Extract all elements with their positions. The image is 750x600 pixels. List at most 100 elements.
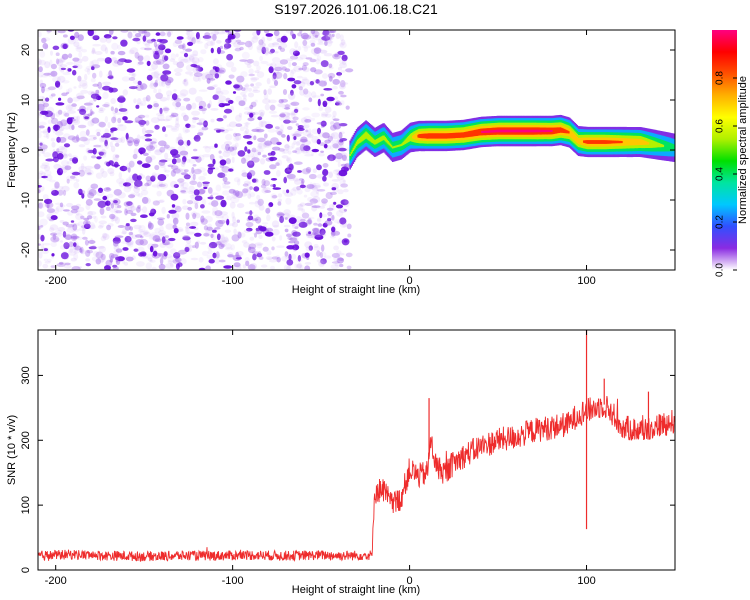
spectrogram-noise-cell [191,176,195,183]
spectrogram-noise-cell [338,131,345,135]
spectrogram-noise-cell [274,71,283,79]
spectrogram-noise-cell [118,108,128,112]
spectrogram-noise-cell [281,215,285,221]
spectrogram-noise-cell [336,102,343,106]
spectrogram-noise-cell [283,209,291,216]
spectrogram-noise-cell [219,235,225,240]
spectrogram-noise-cell [306,184,315,189]
spectrogram-noise-cell [276,159,283,166]
spectrogram-noise-cell [96,131,101,137]
spectrogram-noise-cell [163,55,169,61]
spectrogram-noise-cell [287,77,296,82]
spectrogram-noise-cell [91,155,97,159]
spectrogram-noise-cell [222,185,231,189]
spectrogram-noise-cell [237,263,242,268]
spectrogram-noise-cell [195,41,203,44]
spectrogram-noise-cell [143,55,151,62]
spectrogram-noise-cell [297,204,304,208]
spectrogram-noise-cell [71,171,81,176]
spectrogram-noise-cell [207,244,213,251]
spectrogram-noise-cell [128,204,135,212]
spectrogram-noise-cell [135,234,143,238]
spectrogram-noise-cell [233,41,241,48]
spectrogram-noise-cell [115,154,120,158]
spectrogram-noise-cell [295,123,299,126]
spectrogram-noise-cell [152,235,161,242]
spectrogram-noise-cell [47,119,54,125]
spectrogram-noise-cell [186,200,194,205]
spectrogram-noise-cell [249,192,256,198]
spectrogram-noise-cell [337,161,341,168]
spectrogram-noise-cell [309,39,316,45]
spectrogram-noise-cell [248,201,256,205]
spectrogram-noise-cell [107,167,115,175]
spectrogram-noise-cell [184,225,192,229]
spectrogram-noise-cell [134,52,140,59]
spectrogram-noise-cell [61,92,68,97]
spectrogram-noise-cell [38,211,45,218]
spectrogram-noise-cell [162,242,171,246]
spectrogram-noise-cell [112,153,119,161]
spectrogram-noise-cell [63,242,70,250]
spectrogram-noise-cell [59,166,68,174]
spectrogram-noise-cell [173,89,177,92]
spectrogram-noise-cell [344,158,351,162]
spectrogram-noise-cell [179,93,187,98]
spectrogram-noise-cell [299,143,306,152]
spectrogram-noise-cell [232,216,237,224]
spectrogram-noise-cell [105,161,111,167]
spectrogram-noise-cell [153,103,159,108]
spectrogram-noise-cell [257,198,264,206]
spectrogram-noise-cell [317,223,323,227]
spectrogram-noise-cell [38,202,46,209]
snr-background [38,330,675,570]
spectrogram-ridge-cell [621,141,623,144]
spectrogram-noise-cell [84,68,90,73]
spectrogram-noise-cell [94,96,99,101]
spectrogram-noise-cell [50,70,58,77]
spectrogram-noise-cell [256,145,263,150]
spectrogram-noise-cell [51,117,59,125]
spectrogram-noise-cell [114,60,119,64]
spectrogram-noise-cell [157,114,165,121]
spectrogram-noise-cell [38,31,42,38]
spectrogram-noise-cell [126,68,136,73]
spectrogram-noise-cell [67,210,74,216]
spectrogram-noise-cell [76,115,80,121]
spectrogram-noise-cell [262,141,272,148]
spectrogram-noise-cell [340,100,345,106]
spectrogram-noise-cell [38,95,44,100]
spectrogram-noise-cell [273,30,280,37]
spectrogram-noise-cell [232,146,238,151]
spectrogram-noise-cell [90,34,99,40]
spectrogram-noise-cell [203,172,207,176]
spectrogram-noise-cell [87,172,92,175]
spectrogram-noise-cell [199,241,207,245]
spectrogram-noise-cell [136,134,141,141]
spectrogram-noise-cell [204,104,210,109]
spectrogram-noise-cell [265,256,273,260]
spectrogram-noise-cell [235,133,242,141]
spectrogram-noise-cell [57,58,62,64]
spectrogram-noise-cell [193,72,203,77]
spectrogram-noise-cell [191,57,200,65]
spectrogram-noise-cell [221,214,229,222]
spectrogram-noise-cell [246,227,253,232]
spectrogram-noise-cell [98,220,108,225]
spectrogram-noise-cell [289,102,297,106]
spectrogram-noise-cell [78,144,86,148]
spectrogram-noise-cell [125,178,135,185]
spectrogram-noise-cell [327,218,332,222]
spectrogram-noise-cell [113,112,123,115]
spectrogram-noise-cell [98,151,104,156]
spectrogram-noise-cell [115,248,123,253]
spectrogram-noise-cell [319,213,328,218]
spectrogram-noise-cell [38,243,41,246]
spectrogram-noise-cell [331,226,336,233]
spectrogram-noise-cell [241,240,248,244]
spectrogram-noise-cell [314,47,323,52]
spectrogram-noise-cell [69,35,75,40]
spectrogram-noise-cell [145,156,153,164]
spectrogram-noise-cell [68,153,72,158]
spectrogram-noise-cell [174,39,183,44]
